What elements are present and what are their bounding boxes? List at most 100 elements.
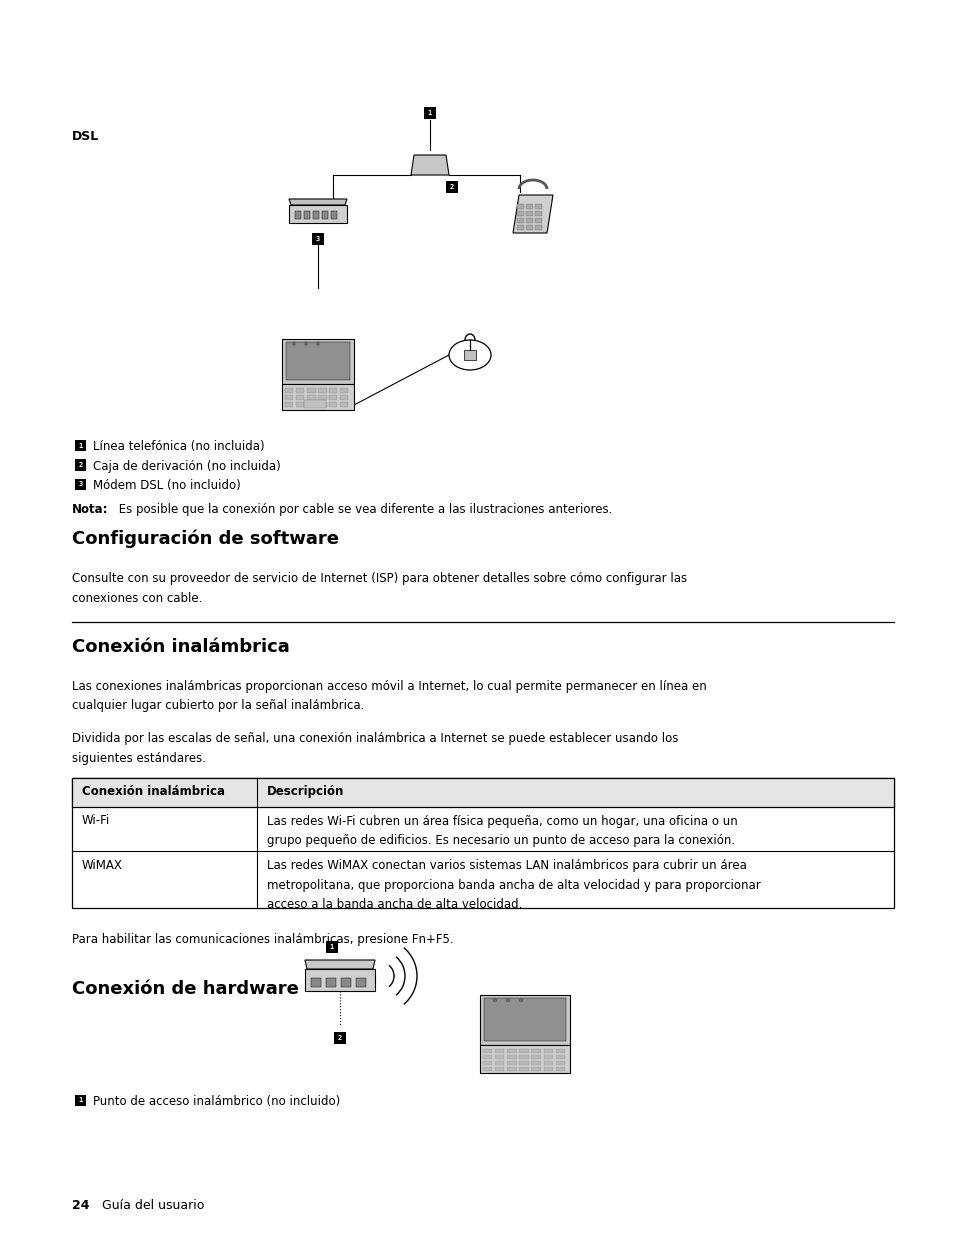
Bar — [525, 225, 532, 230]
Text: Conexión inalámbrica: Conexión inalámbrica — [82, 785, 225, 798]
Text: Descripción: Descripción — [267, 785, 344, 798]
Text: Punto de acceso inalámbrico (no incluido): Punto de acceso inalámbrico (no incluido… — [92, 1095, 340, 1108]
Bar — [285, 401, 294, 408]
Text: Las redes Wi-Fi cubren un área física pequeña, como un hogar, una oficina o un: Las redes Wi-Fi cubren un área física pe… — [267, 815, 737, 827]
Bar — [495, 1067, 504, 1071]
Text: Configuración de software: Configuración de software — [71, 530, 338, 548]
Text: 1: 1 — [78, 1098, 83, 1104]
Bar — [495, 1055, 504, 1060]
Bar — [482, 1049, 492, 1053]
Text: Conexión de hardware: Conexión de hardware — [71, 979, 298, 998]
Bar — [326, 941, 337, 952]
Bar — [518, 1061, 528, 1065]
Bar — [555, 1061, 565, 1065]
Text: 1: 1 — [428, 110, 432, 116]
Text: conexiones con cable.: conexiones con cable. — [71, 592, 202, 604]
Bar — [322, 211, 328, 219]
Text: 1: 1 — [78, 442, 83, 448]
Text: grupo pequeño de edificios. Es necesario un punto de acceso para la conexión.: grupo pequeño de edificios. Es necesario… — [267, 834, 735, 847]
Polygon shape — [289, 199, 347, 205]
Bar — [305, 969, 375, 990]
Bar — [339, 388, 348, 393]
Bar — [525, 204, 532, 209]
Ellipse shape — [449, 340, 491, 370]
Bar — [307, 401, 315, 408]
Bar — [304, 400, 326, 408]
Text: cualquier lugar cubierto por la señal inalámbrica.: cualquier lugar cubierto por la señal in… — [71, 699, 364, 713]
Bar — [535, 204, 541, 209]
Bar — [71, 778, 893, 806]
Circle shape — [493, 998, 497, 1002]
Polygon shape — [513, 195, 553, 233]
Text: 3: 3 — [78, 482, 83, 488]
Text: Para habilitar las comunicaciones inalámbricas, presione Fn+F5.: Para habilitar las comunicaciones inalám… — [71, 934, 453, 946]
Bar — [71, 778, 893, 908]
Bar — [74, 459, 86, 471]
Bar — [282, 338, 354, 384]
Bar — [339, 401, 348, 408]
Bar — [525, 211, 532, 216]
Bar — [482, 1055, 492, 1060]
Bar — [506, 1061, 516, 1065]
Text: 2: 2 — [78, 462, 83, 468]
Bar — [329, 395, 337, 400]
Text: Es posible que la conexión por cable se vea diferente a las ilustraciones anteri: Es posible que la conexión por cable se … — [115, 503, 612, 516]
Bar — [295, 388, 304, 393]
Bar — [289, 205, 347, 224]
Bar — [334, 1032, 345, 1044]
Bar — [517, 204, 523, 209]
Bar — [424, 107, 436, 119]
Bar — [295, 401, 304, 408]
Bar — [543, 1049, 553, 1053]
Bar — [313, 211, 318, 219]
Text: siguientes estándares.: siguientes estándares. — [71, 752, 206, 764]
Bar — [317, 395, 326, 400]
Bar — [531, 1067, 540, 1071]
Text: 3: 3 — [315, 236, 320, 242]
Polygon shape — [411, 156, 449, 175]
Bar — [543, 1055, 553, 1060]
Bar — [535, 225, 541, 230]
Bar — [304, 211, 310, 219]
Bar — [543, 1067, 553, 1071]
Bar — [329, 401, 337, 408]
Bar — [307, 388, 315, 393]
Text: 2: 2 — [450, 184, 454, 190]
Bar — [518, 1049, 528, 1053]
Bar — [294, 211, 301, 219]
Bar — [355, 978, 366, 987]
Bar — [543, 1061, 553, 1065]
Bar — [506, 1049, 516, 1053]
Bar — [535, 211, 541, 216]
Text: Caja de derivación (no incluida): Caja de derivación (no incluida) — [92, 459, 280, 473]
Bar — [74, 440, 86, 451]
Bar — [286, 342, 350, 380]
Bar — [340, 978, 351, 987]
Bar — [307, 395, 315, 400]
Bar — [282, 384, 354, 410]
Text: Conexión inalámbrica: Conexión inalámbrica — [71, 638, 290, 656]
Text: Línea telefónica (no incluida): Línea telefónica (no incluida) — [92, 440, 264, 453]
Bar — [495, 1049, 504, 1053]
Text: Módem DSL (no incluido): Módem DSL (no incluido) — [92, 479, 240, 492]
Circle shape — [304, 342, 307, 345]
Text: WiMAX: WiMAX — [82, 860, 123, 872]
Text: Las conexiones inalámbricas proporcionan acceso móvil a Internet, lo cual permit: Las conexiones inalámbricas proporcionan… — [71, 680, 706, 693]
Polygon shape — [305, 960, 375, 969]
Bar — [555, 1049, 565, 1053]
Bar — [311, 978, 320, 987]
Bar — [295, 395, 304, 400]
Bar — [312, 233, 323, 245]
Bar — [285, 388, 294, 393]
Bar — [518, 1067, 528, 1071]
Text: 1: 1 — [330, 944, 334, 950]
Bar — [339, 395, 348, 400]
Text: 2: 2 — [337, 1035, 342, 1041]
Bar — [555, 1067, 565, 1071]
Bar — [517, 211, 523, 216]
Bar — [535, 219, 541, 224]
Bar — [517, 219, 523, 224]
Bar — [74, 1094, 86, 1107]
Text: DSL: DSL — [71, 130, 99, 143]
Text: 24: 24 — [71, 1199, 90, 1212]
